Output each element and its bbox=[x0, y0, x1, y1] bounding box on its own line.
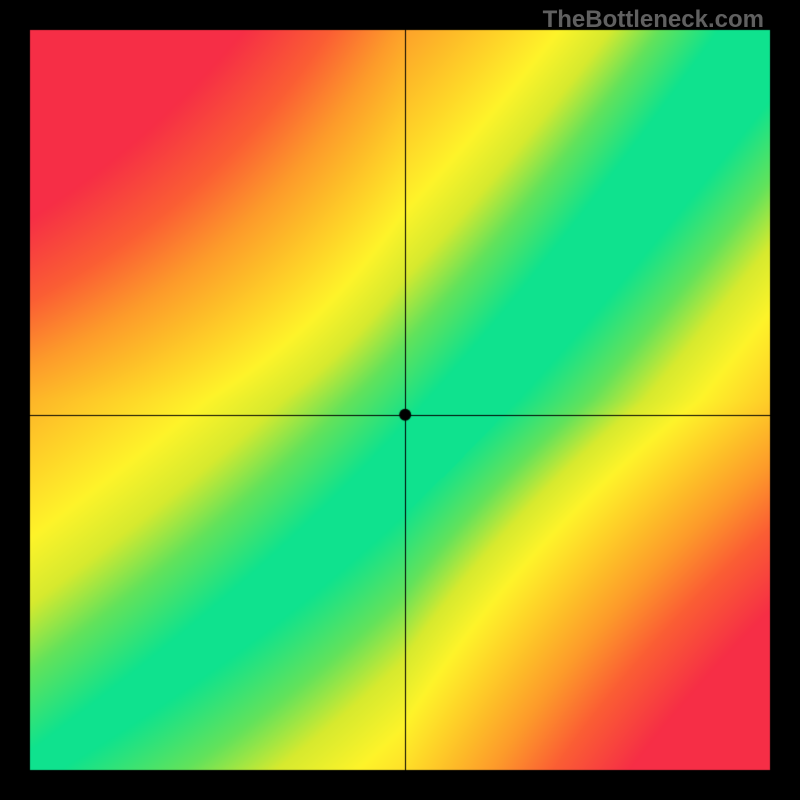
watermark-text: TheBottleneck.com bbox=[543, 6, 764, 34]
chart-frame: TheBottleneck.com bbox=[0, 0, 800, 800]
heatmap-canvas bbox=[0, 0, 800, 800]
